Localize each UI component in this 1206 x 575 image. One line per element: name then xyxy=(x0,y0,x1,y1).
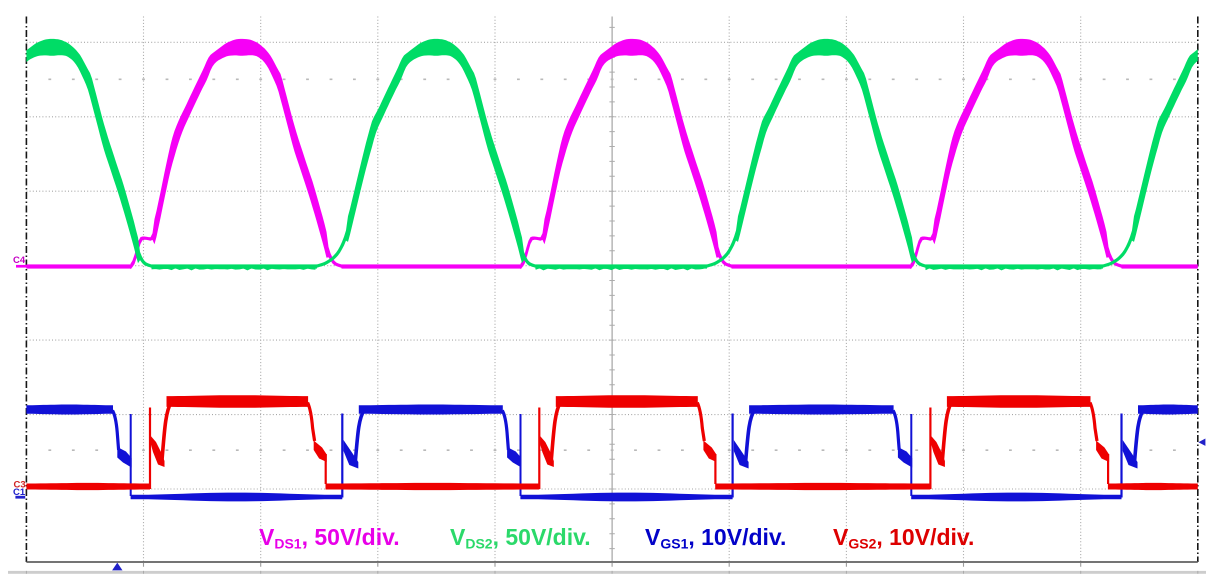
svg-text:VDS2, 50V/div.: VDS2, 50V/div. xyxy=(450,524,591,552)
svg-text:VGS2, 10V/div.: VGS2, 10V/div. xyxy=(833,524,974,552)
svg-text:C1: C1 xyxy=(13,487,26,498)
svg-text:C4: C4 xyxy=(13,255,26,266)
svg-text:C3: C3 xyxy=(14,480,26,491)
